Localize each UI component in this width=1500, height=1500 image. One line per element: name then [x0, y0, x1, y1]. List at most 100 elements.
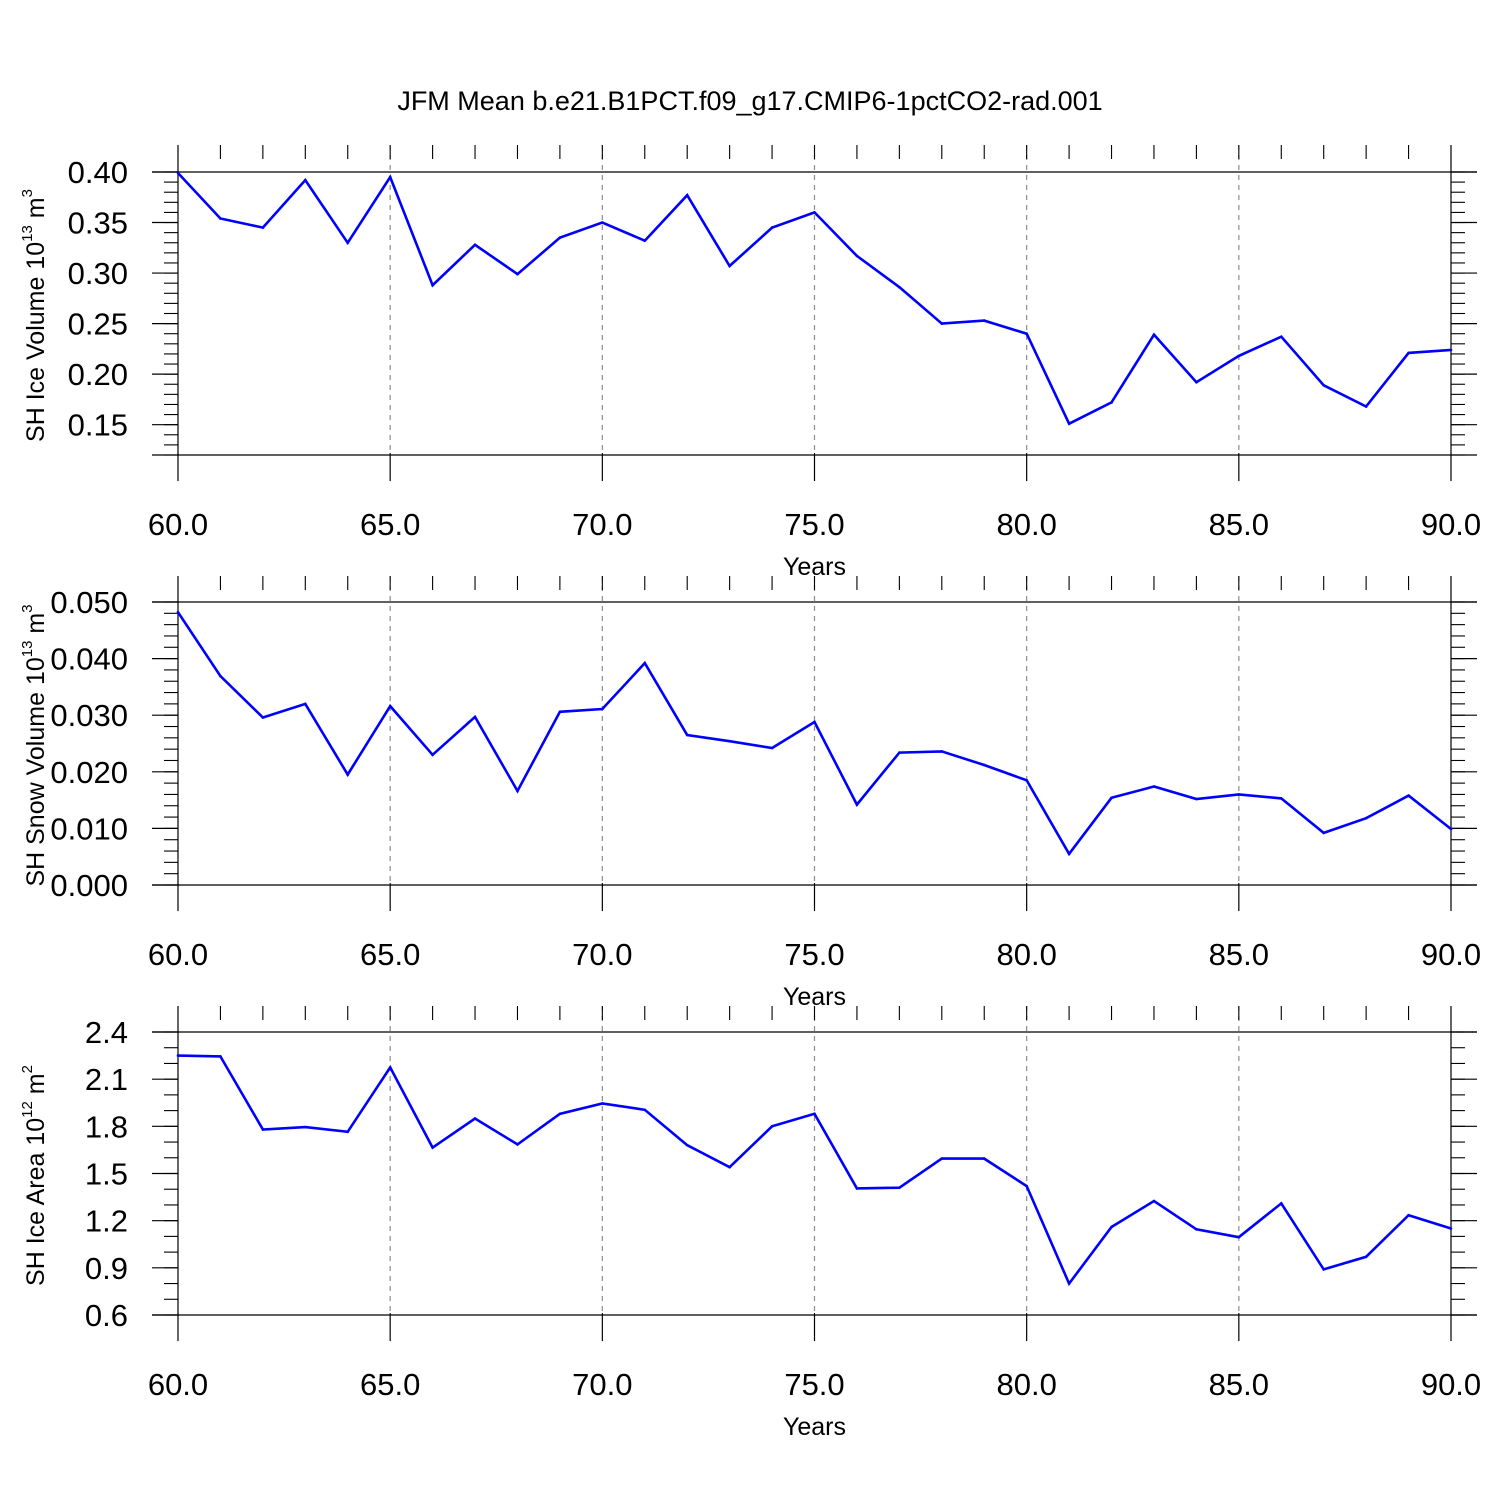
x-tick-label: 90.0 — [1421, 1367, 1481, 1402]
data-point — [1152, 333, 1156, 337]
data-point — [770, 226, 774, 229]
x-tick-label: 75.0 — [784, 1367, 844, 1402]
data-point — [1279, 797, 1283, 800]
data-point — [643, 239, 647, 243]
y-axis-label: SH Ice Volume 1013 m3 — [19, 189, 50, 442]
x-tick-label: 85.0 — [1209, 507, 1269, 542]
data-point — [1407, 794, 1410, 797]
data-point — [431, 283, 434, 287]
data-point — [940, 750, 944, 753]
data-point — [685, 733, 689, 737]
data-point — [176, 1054, 180, 1057]
y-axis-label-unit: m — [22, 613, 50, 641]
data-point — [855, 803, 859, 806]
data-point — [1237, 354, 1241, 358]
y-tick-label: 0.010 — [50, 811, 128, 846]
data-point — [176, 610, 180, 614]
x-tick-label: 75.0 — [784, 507, 844, 542]
y-axis-label-exponent: 12 — [19, 1101, 36, 1118]
x-tick-label: 60.0 — [148, 1367, 208, 1402]
y-tick-label: 0.30 — [68, 256, 128, 291]
x-tick-label: 65.0 — [360, 937, 420, 972]
data-point — [982, 763, 986, 767]
data-point — [1025, 778, 1028, 782]
data-point — [176, 171, 180, 175]
data-point — [1110, 401, 1113, 404]
x-tick-label: 85.0 — [1209, 937, 1269, 972]
data-point — [346, 241, 350, 245]
data-point — [388, 1066, 392, 1069]
data-point — [1237, 1235, 1241, 1239]
data-point — [898, 1186, 901, 1189]
data-point — [1195, 380, 1198, 384]
data-point — [685, 193, 689, 197]
data-point — [1449, 348, 1453, 352]
data-point — [1152, 785, 1156, 788]
y-tick-label: 0.6 — [85, 1298, 128, 1333]
data-point — [643, 1108, 647, 1112]
y-tick-label: 1.5 — [85, 1157, 128, 1192]
y-tick-label: 0.40 — [68, 155, 128, 190]
data-point — [1237, 793, 1241, 796]
y-axis-label-exponent: 13 — [19, 641, 36, 658]
data-point — [601, 1102, 604, 1105]
x-tick-label: 70.0 — [572, 937, 632, 972]
data-point — [855, 254, 859, 258]
x-tick-label: 90.0 — [1421, 937, 1481, 972]
x-tick-label: 80.0 — [996, 507, 1056, 542]
y-axis-label-unit-exp: 3 — [19, 604, 36, 612]
y-tick-label: 1.8 — [85, 1109, 128, 1144]
data-point — [1067, 852, 1071, 856]
data-point — [558, 1112, 562, 1116]
panel-1: 0.15 0.20 0.25 0.30 0.35 0.40 60.0 65.0 70.0 75.0… — [19, 145, 1481, 581]
y-axis-label: SH Snow Volume 1013 m3 — [19, 604, 50, 886]
y-tick-label: 1.2 — [85, 1204, 128, 1239]
data-point — [304, 178, 307, 182]
y-tick-label: 0.040 — [50, 642, 128, 677]
y-axis-label-exponent: 13 — [19, 225, 36, 242]
data-point — [431, 753, 434, 757]
data-point — [1407, 1213, 1410, 1217]
data-point — [1364, 405, 1368, 408]
data-point — [388, 175, 392, 179]
data-point — [813, 720, 816, 724]
data-point — [898, 285, 901, 289]
data-point — [261, 716, 265, 719]
y-tick-label: 0.020 — [50, 755, 128, 790]
y-axis-label-unit: m — [22, 1073, 50, 1101]
data-point — [1364, 816, 1368, 820]
x-tick-label: 65.0 — [360, 1367, 420, 1402]
x-tick-label: 70.0 — [572, 507, 632, 542]
data-point — [728, 1165, 731, 1169]
data-point — [1110, 1225, 1113, 1229]
y-tick-label: 2.4 — [85, 1015, 128, 1050]
data-point — [770, 746, 774, 750]
data-point — [219, 674, 222, 678]
x-tick-label: 75.0 — [784, 937, 844, 972]
data-point — [1067, 422, 1071, 425]
y-tick-label: 0.35 — [68, 206, 128, 241]
data-point — [516, 789, 519, 793]
data-point — [431, 1146, 434, 1149]
data-point — [346, 1130, 350, 1134]
x-tick-label: 70.0 — [572, 1367, 632, 1402]
data-point — [601, 707, 604, 711]
figure-title: JFM Mean b.e21.B1PCT.f09_g17.CMIP6-1pctC… — [397, 86, 1102, 116]
x-tick-label: 90.0 — [1421, 507, 1481, 542]
data-point — [940, 1157, 944, 1160]
data-point — [898, 751, 901, 754]
y-tick-label: 0.9 — [85, 1251, 128, 1286]
data-point — [473, 1117, 477, 1120]
y-axis-label-prefix: SH Ice Volume 10 — [22, 242, 50, 442]
data-point — [1322, 383, 1325, 387]
y-axis-label: SH Ice Area 1012 m2 — [19, 1065, 50, 1286]
data-point — [1364, 1255, 1368, 1259]
data-point — [1322, 831, 1325, 835]
data-point — [685, 1143, 689, 1147]
x-tick-label: 80.0 — [996, 937, 1056, 972]
data-point — [346, 773, 350, 776]
data-point — [643, 661, 647, 665]
data-point — [940, 322, 944, 325]
y-tick-label: 0.20 — [68, 357, 128, 392]
